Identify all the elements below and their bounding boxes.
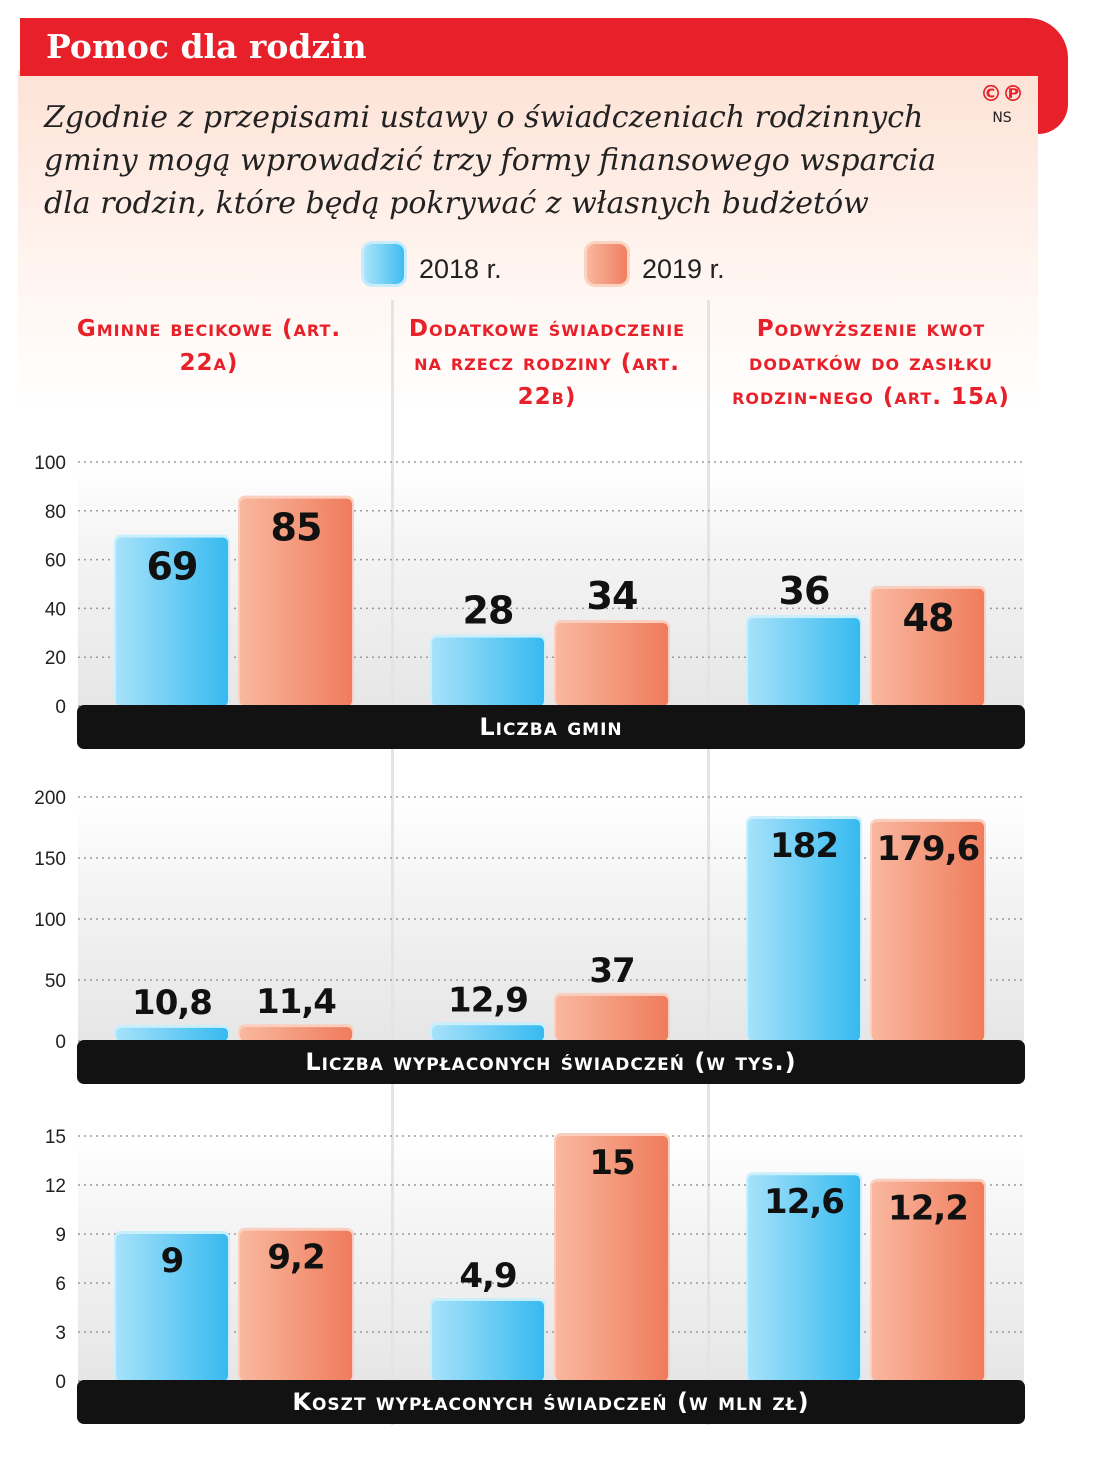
bar-panel3-col1-2018 <box>116 1234 228 1381</box>
bar-value-label-panel2-col1-2018: 10,8 <box>132 983 212 1023</box>
bar-value-label-panel1-col2-2019: 34 <box>587 574 638 618</box>
legend-swatch-2018 <box>364 244 404 284</box>
panel-shade-1 <box>78 462 1024 706</box>
legend-label-2018: 2018 r. <box>419 254 502 284</box>
y-tick-label-panel1-40: 40 <box>45 599 66 620</box>
y-tick-label-panel2-200: 200 <box>34 788 66 809</box>
bar-panel1-col2-2018 <box>432 637 544 706</box>
bar-value-label-panel1-col2-2018: 28 <box>463 589 514 633</box>
y-tick-label-panel3-12: 12 <box>45 1176 66 1197</box>
bar-value-label-panel3-col1-2019: 9,2 <box>267 1238 324 1278</box>
bar-value-label-panel2-col1-2019: 11,4 <box>256 982 336 1022</box>
y-tick-label-panel1-20: 20 <box>45 648 66 669</box>
section-bar-koszt-swiadczen: Koszt wypłaconych świadczeń (w mln zł) <box>77 1380 1025 1424</box>
bar-value-label-panel2-col2-2018: 12,9 <box>448 980 528 1020</box>
bar-value-label-panel3-col2-2018: 4,9 <box>459 1256 516 1296</box>
bar-panel3-col3-2019 <box>872 1181 984 1381</box>
y-tick-label-panel3-3: 3 <box>55 1323 66 1344</box>
page-title: Pomoc dla rodzin <box>46 27 367 66</box>
bar-value-label-panel3-col3-2019: 12,2 <box>888 1189 968 1229</box>
y-tick-label-panel1-80: 80 <box>45 502 66 523</box>
bar-value-label-panel3-col3-2018: 12,6 <box>764 1182 844 1222</box>
column-title-becikowe: Gminne becikowe (art. 22a) <box>76 316 342 376</box>
copyright-block: ©℗ NS <box>976 82 1028 126</box>
header-background <box>18 70 1038 410</box>
column-separator-2 <box>707 300 710 1425</box>
bar-value-label-panel1-col3-2019: 48 <box>903 596 954 640</box>
section-bar-liczba-swiadczen: Liczba wypłaconych świadczeń (w tys.) <box>77 1040 1025 1084</box>
bar-value-label-panel3-col1-2018: 9 <box>161 1241 184 1281</box>
y-tick-label-panel2-150: 150 <box>34 849 66 870</box>
y-tick-label-panel2-100: 100 <box>34 910 66 931</box>
bar-value-label-panel2-col3-2018: 182 <box>770 826 838 866</box>
bar-panel2-col1-2018 <box>116 1027 228 1041</box>
bar-panel1-col3-2018 <box>748 618 860 706</box>
y-tick-label-panel3-6: 6 <box>55 1274 66 1295</box>
bar-panel3-col2-2018 <box>432 1300 544 1381</box>
y-tick-label-panel1-0: 0 <box>55 697 66 718</box>
panel-shade-3 <box>78 1136 1024 1382</box>
title-bar <box>20 18 1068 76</box>
legend-swatch-2019 <box>587 244 627 284</box>
bar-value-label-panel2-col3-2019: 179,6 <box>877 829 980 869</box>
bar-panel2-col3-2019 <box>872 821 984 1041</box>
y-tick-label-panel3-9: 9 <box>55 1225 66 1246</box>
column-separator-1 <box>391 300 394 1425</box>
bar-panel1-col3-2019 <box>872 588 984 706</box>
column-title-podwyzszenie: Podwyższenie kwot dodatków do zasiłku ro… <box>732 316 1010 410</box>
bar-panel3-col2-2019 <box>556 1136 668 1381</box>
bar-value-label-panel1-col1-2019: 85 <box>271 506 322 550</box>
bar-panel2-col1-2019 <box>240 1027 352 1041</box>
copyright-initials: NS <box>992 110 1012 126</box>
y-tick-label-panel2-0: 0 <box>55 1032 66 1053</box>
bar-value-label-panel2-col2-2019: 37 <box>589 951 634 991</box>
legend-label-2019: 2019 r. <box>642 254 725 284</box>
section-bar-liczba-gmin: Liczba gmin <box>77 705 1025 749</box>
y-tick-label-panel1-100: 100 <box>34 453 66 474</box>
subtitle: Zgodnie z przepisami ustawy o świadczeni… <box>44 100 937 221</box>
copyright-mark: ©℗ <box>980 82 1024 107</box>
bar-value-label-panel1-col3-2018: 36 <box>779 569 830 613</box>
column-title-dodatkowe: Dodatkowe świadczenie na rzecz rodziny (… <box>408 316 686 410</box>
bar-panel1-col1-2019 <box>240 498 352 706</box>
y-tick-label-panel1-60: 60 <box>45 551 66 572</box>
y-tick-label-panel2-50: 50 <box>45 971 66 992</box>
bar-panel2-col3-2018 <box>748 818 860 1041</box>
bar-panel1-col2-2019 <box>556 623 668 706</box>
bar-panel2-col2-2019 <box>556 995 668 1041</box>
y-tick-label-panel3-15: 15 <box>45 1127 66 1148</box>
y-tick-label-panel3-0: 0 <box>55 1372 66 1393</box>
bar-panel3-col3-2018 <box>748 1175 860 1381</box>
bar-value-label-panel3-col2-2019: 15 <box>589 1143 634 1183</box>
bar-panel2-col2-2018 <box>432 1025 544 1041</box>
bar-panel1-col1-2018 <box>116 537 228 706</box>
bar-panel3-col1-2019 <box>240 1230 352 1381</box>
bar-value-label-panel1-col1-2018: 69 <box>147 545 198 589</box>
